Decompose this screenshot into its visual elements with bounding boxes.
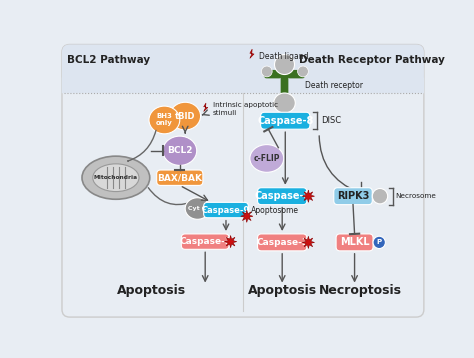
Ellipse shape [261, 66, 272, 77]
Text: Necrosome: Necrosome [395, 193, 436, 199]
Text: Apoptosis: Apoptosis [117, 284, 186, 297]
FancyBboxPatch shape [287, 70, 305, 78]
Polygon shape [302, 236, 315, 248]
Text: Apoptosome: Apoptosome [251, 205, 300, 214]
Polygon shape [204, 103, 208, 111]
Text: c-FLIP: c-FLIP [254, 154, 280, 163]
Text: Caspase-8: Caspase-8 [254, 191, 310, 201]
Text: Death ligand: Death ligand [259, 52, 309, 61]
Ellipse shape [273, 93, 295, 113]
Ellipse shape [373, 236, 385, 248]
FancyBboxPatch shape [336, 234, 373, 251]
FancyBboxPatch shape [334, 188, 372, 205]
FancyArrowPatch shape [128, 130, 156, 161]
Polygon shape [250, 49, 254, 58]
FancyBboxPatch shape [62, 77, 424, 93]
Text: Apoptosis: Apoptosis [247, 284, 317, 297]
FancyBboxPatch shape [62, 44, 424, 92]
Text: Necroptosis: Necroptosis [319, 284, 402, 297]
Text: Mitochondria: Mitochondria [94, 175, 138, 180]
Ellipse shape [250, 145, 284, 172]
Text: tBID: tBID [175, 112, 195, 121]
Text: P: P [377, 240, 382, 245]
Ellipse shape [372, 189, 388, 204]
FancyBboxPatch shape [182, 234, 229, 249]
FancyBboxPatch shape [281, 70, 288, 95]
Text: BAX/BAK: BAX/BAK [157, 173, 202, 182]
Ellipse shape [298, 66, 309, 77]
Ellipse shape [82, 156, 150, 199]
Text: Caspase-9: Caspase-9 [202, 205, 250, 214]
Polygon shape [225, 236, 237, 248]
FancyBboxPatch shape [62, 44, 424, 317]
FancyArrowPatch shape [148, 188, 191, 205]
FancyBboxPatch shape [204, 202, 248, 218]
FancyBboxPatch shape [257, 234, 307, 251]
Text: BCL2 Pathway: BCL2 Pathway [66, 55, 150, 65]
Text: MLKL: MLKL [340, 237, 369, 247]
FancyBboxPatch shape [157, 170, 203, 185]
Text: Caspase-8: Caspase-8 [257, 116, 313, 126]
Text: Death Receptor Pathway: Death Receptor Pathway [299, 55, 445, 65]
Text: BCL2: BCL2 [167, 146, 192, 155]
Ellipse shape [274, 54, 294, 74]
Ellipse shape [170, 102, 201, 130]
FancyBboxPatch shape [257, 188, 307, 205]
FancyBboxPatch shape [264, 70, 282, 78]
FancyBboxPatch shape [261, 112, 310, 129]
FancyArrowPatch shape [319, 136, 358, 192]
Text: Caspase-3: Caspase-3 [179, 237, 231, 246]
Ellipse shape [185, 198, 210, 219]
Text: RIPK3: RIPK3 [337, 191, 369, 201]
Text: DISC: DISC [321, 116, 341, 125]
Ellipse shape [149, 106, 180, 134]
Text: Cyt C: Cyt C [188, 206, 207, 211]
Text: Intrinsic apoptotic
stimuli: Intrinsic apoptotic stimuli [213, 102, 278, 116]
Ellipse shape [163, 136, 197, 165]
Text: BH3
only: BH3 only [156, 113, 173, 126]
Polygon shape [241, 210, 253, 222]
Text: Death receptor: Death receptor [305, 81, 363, 90]
Ellipse shape [93, 164, 139, 192]
Text: Caspase-3: Caspase-3 [256, 238, 308, 247]
Polygon shape [302, 190, 315, 202]
